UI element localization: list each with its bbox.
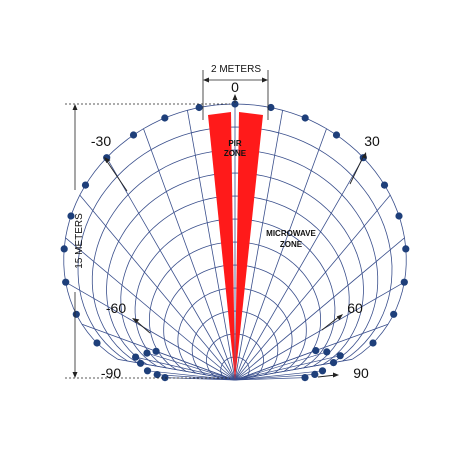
grid-arc: [177, 287, 293, 374]
angle-label-60: 60: [347, 300, 363, 316]
detection-point: [195, 103, 203, 112]
detection-beam: [234, 362, 334, 381]
detection-point: [301, 374, 309, 382]
detection-beam: [234, 374, 315, 381]
detection-beam: [234, 377, 306, 381]
detection-beam: [234, 351, 327, 381]
grid-arc: [163, 264, 307, 372]
detection-point: [395, 212, 403, 220]
grid-arc: [206, 333, 264, 377]
detection-beam: [157, 374, 236, 381]
detection-point: [93, 339, 101, 347]
detection-point: [153, 371, 161, 379]
detection-beam: [140, 362, 236, 381]
detection-point: [318, 367, 327, 375]
grid-arc: [134, 218, 336, 369]
detection-point: [400, 278, 408, 286]
detection-beam: [234, 370, 323, 381]
detection-point: [323, 348, 331, 356]
detection-point: [336, 352, 344, 360]
grid-arc: [149, 241, 321, 371]
microwave-zone-label-line1: MICROWAVE: [266, 229, 316, 238]
detection-beam: [234, 355, 341, 381]
detection-point: [390, 310, 398, 318]
angle-label-minus-60: -60: [106, 300, 126, 316]
height-dimension: [65, 103, 230, 379]
detection-point: [161, 114, 169, 122]
detection-point: [267, 103, 275, 112]
detection-beam: [155, 350, 236, 381]
detection-point: [136, 359, 145, 367]
detection-point: [60, 245, 68, 253]
grid-arc: [220, 356, 250, 379]
detection-beam: [146, 352, 236, 381]
detection-beams: [135, 350, 341, 381]
width-dimension: [202, 70, 269, 120]
angle-label-30: 30: [364, 133, 380, 149]
grid-arc: [77, 126, 393, 362]
detection-point: [312, 347, 320, 355]
angle-label-90: 90: [353, 365, 369, 381]
detection-point: [72, 310, 80, 318]
pir-beam-right: [235, 112, 263, 380]
detection-point: [329, 359, 338, 367]
height-dimension-label: 15 METERS: [74, 213, 85, 269]
detection-point: [380, 181, 389, 189]
width-dimension-label: 2 METERS: [211, 64, 261, 75]
detection-point: [129, 131, 138, 139]
grid-arc: [106, 172, 364, 365]
detection-point: [369, 339, 377, 347]
grid-arc: [91, 149, 379, 364]
angle-label-minus-30: -30: [91, 133, 111, 149]
detection-point: [311, 370, 319, 378]
pir-zone: [208, 112, 263, 380]
detection-point: [81, 181, 90, 189]
detection-point: [132, 353, 140, 361]
detection-point: [402, 245, 410, 253]
angle-label-0: 0: [231, 79, 239, 95]
pir-zone-label-line2: ZONE: [224, 149, 247, 158]
angle-label-minus-90: -90: [101, 365, 121, 381]
detection-beam: [147, 370, 236, 381]
pir-beam-left: [208, 112, 235, 380]
detection-beam: [164, 377, 236, 381]
grid-arc: [120, 195, 350, 367]
detection-beam: [135, 356, 236, 381]
detection-point: [143, 349, 151, 357]
detection-point: [332, 131, 341, 139]
detection-point: [62, 278, 70, 286]
pir-zone-label-line1: PIR: [228, 139, 242, 148]
microwave-zone-label-line2: ZONE: [280, 240, 303, 249]
detection-points: [60, 100, 410, 382]
grid-arc: [191, 310, 279, 376]
detection-point: [67, 212, 75, 220]
detection-point: [152, 347, 160, 355]
detection-point: [301, 114, 309, 122]
angle-arrows: [104, 94, 367, 378]
detection-beam: [234, 350, 316, 381]
detection-point: [231, 100, 239, 108]
microwave-grid: [63, 103, 407, 381]
detection-point: [143, 367, 152, 375]
